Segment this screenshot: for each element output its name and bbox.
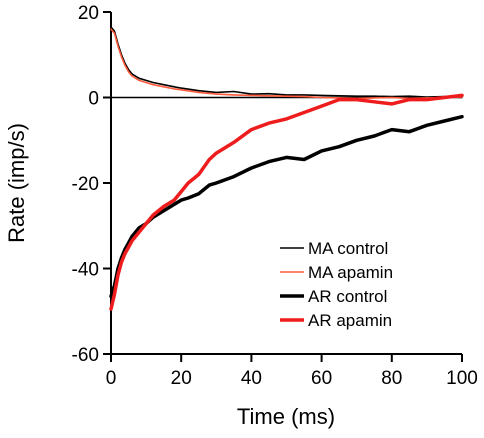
series-line-ar-apamin [109,93,464,311]
y-tick-label: -40 [72,260,99,281]
series-line-ar-control [109,114,464,299]
x-tick-label: 0 [106,368,117,389]
x-tick-label: 100 [446,368,478,389]
y-axis-label: Rate (imp/s) [4,123,29,243]
ticks: -60 -40 -20 0 20 0 20 40 60 80 100 [72,3,478,389]
x-tick-label: 60 [311,368,332,389]
x-tick-label: 20 [171,368,192,389]
legend-entry: MA control [308,239,388,258]
legend-entry: AR control [308,287,387,306]
y-tick-label: 20 [78,3,99,24]
y-tick-label: 0 [88,89,99,110]
y-tick-label: -20 [72,174,99,195]
legend-entry: AR apamin [308,311,392,330]
series-line-ma-control [110,26,463,99]
x-axis-label: Time (ms) [237,404,335,429]
axes [110,12,462,355]
y-tick-label: -60 [72,345,99,366]
legend: MA control MA apamin AR control AR apamin [280,239,393,330]
legend-entry: MA apamin [308,263,393,282]
series-lines [109,26,464,311]
series-line-ma-apamin [110,28,463,100]
x-tick-label: 80 [381,368,402,389]
x-tick-label: 40 [241,368,262,389]
